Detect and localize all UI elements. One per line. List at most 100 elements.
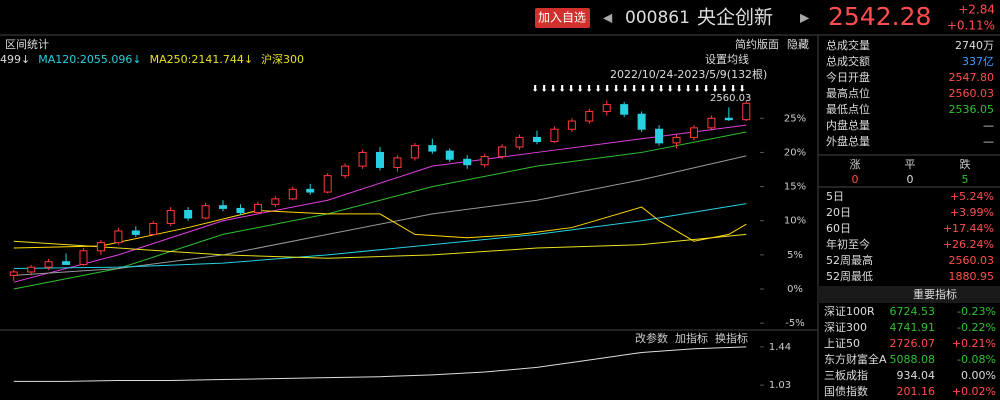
breadth-header: 跌 xyxy=(960,157,971,171)
candle-body xyxy=(672,136,681,144)
index-name: 三板成指 xyxy=(824,368,868,382)
indicator-button[interactable]: 换指标 xyxy=(715,331,748,345)
change-pct: +0.11% xyxy=(947,19,995,33)
index-name: 国债指数 xyxy=(824,384,868,398)
prev-arrow[interactable]: ◀ xyxy=(603,11,613,25)
index-name: 深证100R xyxy=(824,305,875,318)
candle-body xyxy=(166,209,175,224)
candle-body xyxy=(358,151,367,167)
candle-body xyxy=(27,266,36,273)
section-bg xyxy=(818,286,1000,303)
period-label: 20日 xyxy=(826,206,851,219)
hide-btn[interactable]: 隐藏 xyxy=(787,38,809,51)
breadth-value: 5 xyxy=(962,173,969,186)
layout-btn[interactable]: 简约版面 xyxy=(735,37,779,51)
arrow-marker: ⬇ xyxy=(585,85,593,95)
arrow-marker: ⬇ xyxy=(684,85,692,95)
add-button[interactable] xyxy=(535,8,590,28)
stat-value: 2740万 xyxy=(955,39,994,52)
candle-body xyxy=(410,145,419,159)
arrow-marker: ⬇ xyxy=(693,85,701,95)
indicator-button[interactable]: 加指标 xyxy=(675,331,708,345)
candle-body xyxy=(96,242,105,252)
index-value: 6724.53 xyxy=(890,305,936,318)
index-value: 2726.07 xyxy=(890,337,936,350)
index-value: 5088.08 xyxy=(890,353,936,366)
change: +2.84 xyxy=(958,3,995,17)
arrow-marker: ⬇ xyxy=(576,85,584,95)
candle-body xyxy=(550,128,559,143)
candle-body xyxy=(480,156,489,166)
y-tick-label: 20% xyxy=(784,147,806,158)
high-label: 2560.03 xyxy=(710,93,751,104)
y-tick-label: -5% xyxy=(785,318,804,329)
period-value: +3.99% xyxy=(950,206,994,219)
arrow-marker: ⬇ xyxy=(558,85,566,95)
candle-body xyxy=(655,128,664,144)
arrow-marker: ⬇ xyxy=(540,85,548,95)
arrow-marker: ⬇ xyxy=(738,85,746,95)
add-label[interactable]: 加入自选 xyxy=(538,11,586,25)
stat-label: 最低点位 xyxy=(826,102,870,116)
index-name: 东方财富全A xyxy=(824,352,887,366)
code: 000861 xyxy=(625,8,690,28)
stat-value: 2536.05 xyxy=(949,103,995,116)
stat-value: 2560.03 xyxy=(949,87,995,100)
period-value: +5.24% xyxy=(950,190,994,203)
candle-body xyxy=(288,188,297,200)
stat-label: 外盘总量 xyxy=(826,134,870,148)
candle-body xyxy=(515,136,524,148)
candle-body xyxy=(742,102,751,121)
candle-body xyxy=(236,207,245,214)
breadth-value: 0 xyxy=(907,173,914,186)
arrow-marker: ⬇ xyxy=(531,85,539,95)
candle-body xyxy=(253,203,262,214)
indicator-button[interactable]: 改参数 xyxy=(635,331,668,345)
arrow-marker: ⬇ xyxy=(648,85,656,95)
period-label: 60日 xyxy=(826,222,851,235)
index-pct: -0.23% xyxy=(957,305,996,318)
candle-body xyxy=(131,230,140,235)
candle-body xyxy=(62,261,71,265)
candle-body xyxy=(463,158,472,166)
arrow-marker: ⬇ xyxy=(594,85,602,95)
candle-body xyxy=(428,145,437,152)
candle-body xyxy=(498,146,507,158)
stat-value: 2547.80 xyxy=(949,71,995,84)
tab[interactable]: 区间统计 xyxy=(5,38,49,51)
candle-body xyxy=(323,175,332,193)
arrow-marker: ⬇ xyxy=(621,85,629,95)
arrow-marker: ⬇ xyxy=(675,85,683,95)
candle-body xyxy=(567,120,576,130)
stat-label: 最高点位 xyxy=(826,86,870,100)
period-label: 52周最高 xyxy=(826,253,873,267)
ma-settings[interactable]: 设置均线 xyxy=(705,52,749,66)
breadth-header: 涨 xyxy=(850,158,861,171)
candle-body xyxy=(184,209,193,219)
stat-value: 337亿 xyxy=(962,55,994,68)
candle-body xyxy=(724,117,733,121)
index-pct: -0.08% xyxy=(957,353,996,366)
ma-line xyxy=(13,233,747,259)
arrow-marker: ⬇ xyxy=(603,85,611,95)
candle-body xyxy=(376,151,384,168)
stat-label: 总成交量 xyxy=(826,38,870,52)
price: 2542.28 xyxy=(828,2,931,31)
index-value: 201.16 xyxy=(897,385,936,398)
y-tick-label: 10% xyxy=(784,216,806,227)
index-name: 上证50 xyxy=(824,337,860,350)
y-tick-label: 25% xyxy=(784,113,806,124)
arrow-marker: ⬇ xyxy=(720,85,728,95)
arrow-marker: ⬇ xyxy=(549,85,557,95)
stat-label: 内盘总量 xyxy=(826,118,870,132)
next-arrow[interactable]: ▶ xyxy=(800,11,810,25)
legend-item: MA250:2141.744↓ xyxy=(150,53,253,66)
stat-label: 今日开盘 xyxy=(826,70,870,84)
arrow-marker: ⬇ xyxy=(567,85,575,95)
candle-body xyxy=(271,198,280,205)
index-value: 4741.91 xyxy=(890,321,936,334)
candle-body xyxy=(341,165,350,177)
candle-body xyxy=(532,136,541,143)
candle-body xyxy=(707,117,716,129)
